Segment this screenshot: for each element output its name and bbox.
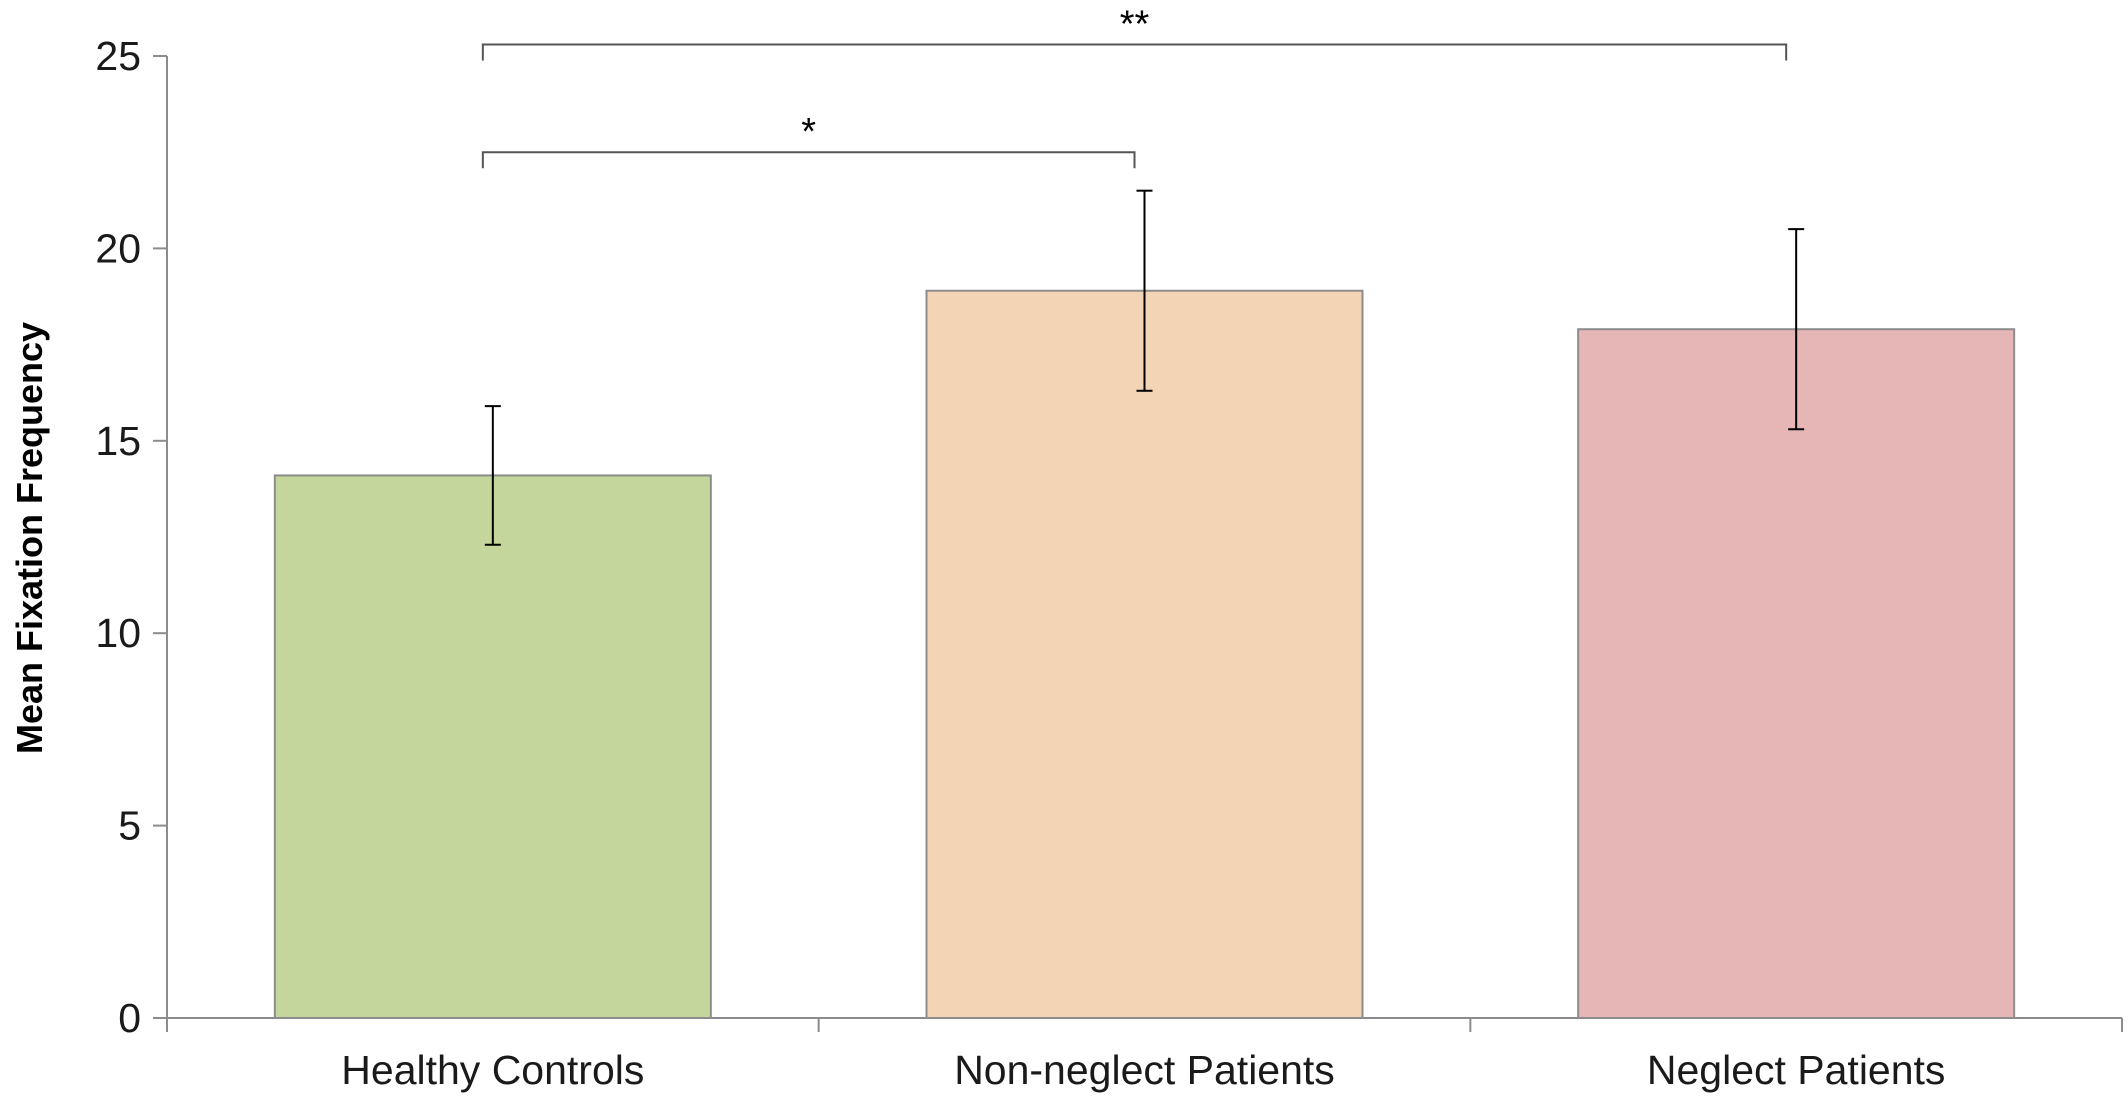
bar-0 bbox=[273, 474, 712, 1019]
y-axis-title: Mean Fixation Frequency bbox=[9, 322, 50, 754]
significance-bracket-0 bbox=[481, 151, 1136, 169]
bar-2 bbox=[1577, 328, 2016, 1019]
y-tick-label-25: 25 bbox=[95, 33, 141, 79]
x-category-label-0: Healthy Controls bbox=[341, 1047, 644, 1093]
bar-1 bbox=[925, 289, 1364, 1019]
x-category-label-2: Neglect Patients bbox=[1647, 1047, 1946, 1093]
y-tick-label-10: 10 bbox=[95, 610, 141, 656]
significance-bracket-1 bbox=[481, 43, 1788, 61]
significance-label-0: * bbox=[801, 111, 816, 153]
y-tick-label-0: 0 bbox=[118, 995, 141, 1041]
significance-label-1: ** bbox=[1120, 3, 1150, 45]
y-tick-label-5: 5 bbox=[118, 803, 141, 849]
y-tick-label-20: 20 bbox=[95, 225, 141, 271]
y-tick-label-15: 15 bbox=[95, 418, 141, 464]
x-category-label-1: Non-neglect Patients bbox=[954, 1047, 1335, 1093]
